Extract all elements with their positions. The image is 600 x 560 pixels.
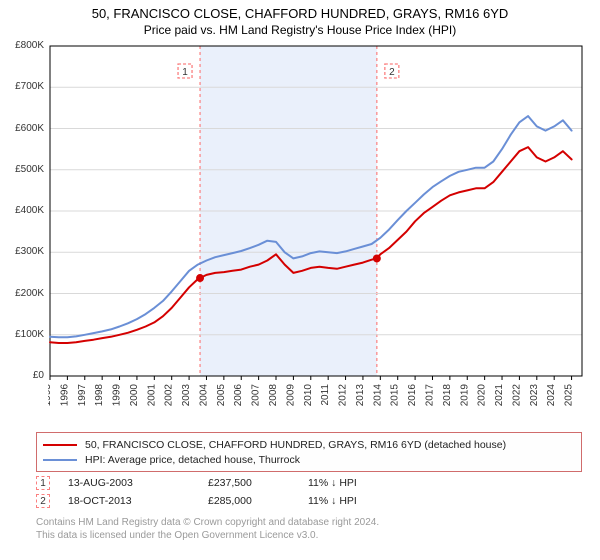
event-badge: 1: [36, 476, 50, 490]
svg-text:2011: 2011: [320, 384, 331, 406]
svg-text:2023: 2023: [529, 384, 540, 407]
svg-text:2016: 2016: [407, 384, 418, 407]
footer-line2: This data is licensed under the Open Gov…: [36, 529, 582, 542]
y-tick-label: £200K: [15, 288, 44, 299]
legend-item: 50, FRANCISCO CLOSE, CHAFFORD HUNDRED, G…: [43, 437, 575, 452]
y-tick-label: £800K: [15, 40, 44, 51]
svg-text:2000: 2000: [129, 384, 140, 407]
legend-label: 50, FRANCISCO CLOSE, CHAFFORD HUNDRED, G…: [85, 439, 506, 451]
svg-text:2024: 2024: [546, 384, 557, 407]
svg-text:2004: 2004: [198, 384, 209, 407]
chart-title-line1: 50, FRANCISCO CLOSE, CHAFFORD HUNDRED, G…: [0, 0, 600, 21]
event-row: 1 13-AUG-2003£237,50011% ↓ HPI: [36, 474, 582, 492]
y-tick-label: £500K: [15, 164, 44, 175]
event-date: 13-AUG-2003: [68, 477, 208, 489]
svg-text:1999: 1999: [112, 384, 123, 407]
svg-text:2006: 2006: [233, 384, 244, 407]
svg-text:1995: 1995: [48, 384, 53, 407]
svg-text:2020: 2020: [477, 384, 488, 407]
svg-text:2001: 2001: [146, 384, 157, 407]
svg-text:1997: 1997: [77, 384, 88, 407]
chart-footer: Contains HM Land Registry data © Crown c…: [36, 516, 582, 542]
y-tick-label: £400K: [15, 205, 44, 216]
svg-text:2012: 2012: [338, 384, 349, 407]
svg-text:2003: 2003: [181, 384, 192, 407]
svg-text:2009: 2009: [285, 384, 296, 407]
svg-text:2008: 2008: [268, 384, 279, 407]
legend-label: HPI: Average price, detached house, Thur…: [85, 454, 300, 466]
event-date: 18-OCT-2013: [68, 495, 208, 507]
chart-plot: 1995 1996 1997 1998 1999 2000 2001 2002 2003 2004…: [48, 44, 588, 414]
y-tick-label: £700K: [15, 81, 44, 92]
svg-text:2018: 2018: [442, 384, 453, 407]
event-price: £237,500: [208, 477, 308, 489]
chart-title-line2: Price paid vs. HM Land Registry's House …: [0, 21, 600, 37]
y-tick-label: £300K: [15, 246, 44, 257]
event-table: 1 13-AUG-2003£237,50011% ↓ HPI 2 18-OCT-201…: [36, 474, 582, 510]
svg-text:1: 1: [182, 67, 188, 78]
svg-text:1996: 1996: [59, 384, 70, 407]
legend-item: HPI: Average price, detached house, Thur…: [43, 452, 575, 467]
event-hpi: 11% ↓ HPI: [308, 495, 408, 507]
svg-text:2019: 2019: [459, 384, 470, 407]
svg-text:2021: 2021: [494, 384, 505, 407]
svg-text:2010: 2010: [303, 384, 314, 407]
event-hpi: 11% ↓ HPI: [308, 477, 408, 489]
event-badge: 2: [36, 494, 50, 508]
y-tick-label: £600K: [15, 123, 44, 134]
svg-text:2007: 2007: [251, 384, 262, 407]
svg-text:2013: 2013: [355, 384, 366, 407]
svg-text:2: 2: [389, 67, 395, 78]
event-price: £285,000: [208, 495, 308, 507]
svg-text:2017: 2017: [424, 384, 435, 407]
chart-legend: 50, FRANCISCO CLOSE, CHAFFORD HUNDRED, G…: [36, 432, 582, 472]
svg-text:2005: 2005: [216, 384, 227, 407]
legend-swatch: [43, 459, 77, 461]
y-tick-label: £100K: [15, 329, 44, 340]
svg-text:2022: 2022: [511, 384, 522, 407]
svg-text:1998: 1998: [94, 384, 105, 407]
svg-text:2002: 2002: [164, 384, 175, 407]
chart-container: 50, FRANCISCO CLOSE, CHAFFORD HUNDRED, G…: [0, 0, 600, 560]
legend-swatch: [43, 444, 77, 446]
svg-text:2014: 2014: [372, 384, 383, 407]
footer-line1: Contains HM Land Registry data © Crown c…: [36, 516, 582, 529]
svg-text:2015: 2015: [390, 384, 401, 407]
y-tick-label: £0: [33, 370, 44, 381]
event-row: 2 18-OCT-2013£285,00011% ↓ HPI: [36, 492, 582, 510]
svg-text:2025: 2025: [564, 384, 575, 407]
